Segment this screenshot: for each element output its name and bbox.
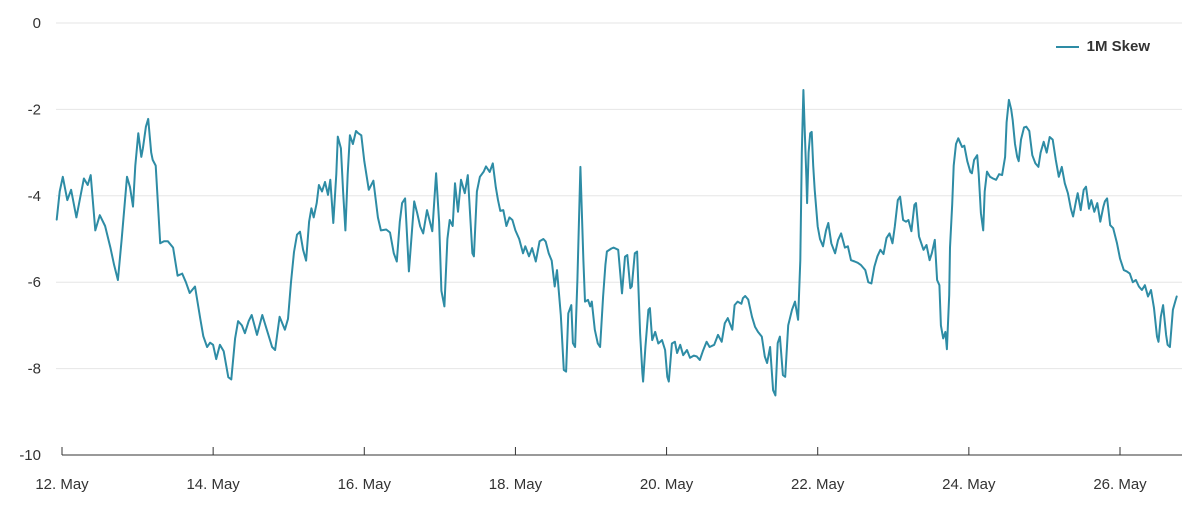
x-axis-label: 24. May [942, 476, 996, 493]
y-axis-label: -6 [28, 274, 41, 291]
x-axis-label: 22. May [791, 476, 845, 493]
x-axis-label: 20. May [640, 476, 694, 493]
y-axis-label: -10 [19, 447, 41, 464]
x-axis-label: 16. May [338, 476, 392, 493]
x-axis-label: 18. May [489, 476, 543, 493]
y-axis-label: -4 [28, 188, 41, 205]
y-axis-label: -8 [28, 361, 41, 378]
x-axis-label: 14. May [186, 476, 240, 493]
y-axis-label: 0 [33, 15, 41, 32]
x-axis-label: 12. May [35, 476, 89, 493]
legend-label: 1M Skew [1086, 38, 1150, 55]
legend[interactable]: 1M Skew [1055, 38, 1150, 55]
series-line-1m-skew[interactable] [55, 89, 1178, 397]
x-axis-label: 26. May [1093, 476, 1147, 493]
y-axis-label: -2 [28, 101, 41, 118]
legend-line-marker [1055, 45, 1079, 48]
